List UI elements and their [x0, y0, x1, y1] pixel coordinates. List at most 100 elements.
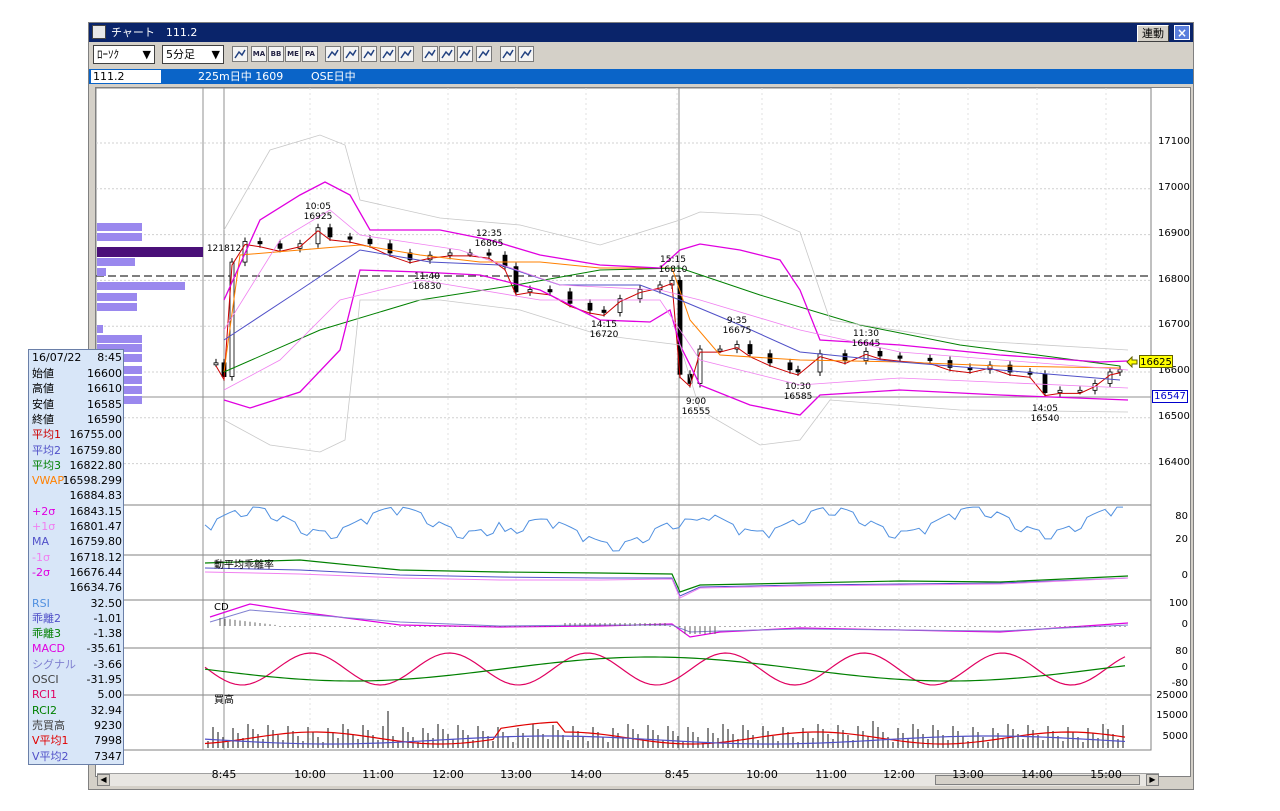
volume-title: 買高: [214, 695, 234, 706]
data-row: 乖離2 -1.01: [32, 611, 122, 627]
vavg1-line: [204, 721, 1126, 745]
spectrum-icon[interactable]: [518, 46, 534, 62]
table-icon[interactable]: [398, 46, 414, 62]
data-row: +1σ 16801.47: [32, 519, 122, 535]
bb-lower1: [223, 279, 1129, 391]
time-axis-label: 15:00: [1090, 768, 1122, 781]
volume-profile-bar: [97, 335, 142, 343]
price-axis-label: 16800: [1158, 274, 1190, 285]
ma1-line: [215, 230, 1121, 397]
callout-time: 9:35: [726, 316, 748, 326]
candle: [747, 344, 753, 355]
candle: [1107, 371, 1113, 384]
candle: [637, 289, 643, 300]
chart-window-icon[interactable]: [232, 46, 248, 62]
data-row: 16634.76: [32, 580, 123, 596]
pen-icon[interactable]: [439, 46, 455, 62]
symbol-field[interactable]: 111.2: [91, 70, 161, 83]
data-key: -2σ: [32, 565, 50, 579]
price-axis-label: 16600: [1158, 365, 1190, 376]
callout-time: 11:40: [414, 272, 440, 282]
kairi3-line: [204, 559, 1129, 593]
data-row: 乖離3 -1.38: [32, 626, 122, 642]
volume-profile-bar: [97, 258, 135, 266]
settings-icon[interactable]: [500, 46, 516, 62]
ma-icon[interactable]: MA: [251, 46, 267, 62]
data-key: OSCI: [32, 673, 59, 686]
callout-price: 16540: [1030, 414, 1060, 424]
interval-value: 5分足: [166, 48, 195, 61]
sub-axis-label: 80: [1175, 646, 1188, 657]
data-value: 32.94: [90, 703, 123, 717]
data-row: RCI1 5.00: [32, 687, 122, 703]
data-key: RSI: [32, 596, 50, 610]
line-tool-icon[interactable]: [325, 46, 341, 62]
data-value: 16843.15: [69, 504, 123, 518]
callout-time: 12:35: [476, 229, 502, 239]
current-price-tag: 16625: [1139, 355, 1173, 368]
pointer-icon[interactable]: [457, 46, 473, 62]
candle: [387, 243, 393, 254]
scroll-thumb[interactable]: [935, 775, 1140, 785]
data-row: MA 16759.80: [32, 534, 122, 550]
candle: [587, 302, 593, 311]
zoom-icon[interactable]: [380, 46, 396, 62]
data-key: 乖離3: [32, 627, 61, 641]
chevron-down-icon: ▼: [211, 48, 220, 61]
candle-tool-icon[interactable]: [343, 46, 359, 62]
data-value: -35.61: [86, 642, 122, 656]
scroll-left-icon[interactable]: ◀: [97, 774, 110, 786]
sub-axis-label: 20: [1175, 534, 1188, 545]
price-axis-label: 16900: [1158, 228, 1190, 239]
kairi-title: 動平均乖離率: [214, 560, 274, 571]
contract-label: 225m日中 1609: [198, 70, 284, 83]
data-value: 16676.44: [69, 565, 123, 579]
close-icon[interactable]: ×: [1174, 25, 1190, 40]
pa-icon[interactable]: PA: [302, 46, 318, 62]
candle: [1117, 369, 1123, 373]
time-axis-label: 13:00: [952, 768, 984, 781]
time-axis-label: 14:00: [570, 768, 602, 781]
link-button[interactable]: 連動: [1137, 25, 1169, 42]
horizontal-scrollbar[interactable]: ◀ ▶: [97, 773, 1159, 786]
callout-price: 16675: [722, 326, 752, 336]
title-bar[interactable]: チャート 111.2 連動 ×: [89, 23, 1193, 42]
bb-lower2: [223, 269, 1129, 416]
me-icon[interactable]: ME: [285, 46, 301, 62]
time-axis-label: 10:00: [746, 768, 778, 781]
data-value: -1.01: [93, 611, 122, 625]
sub-axis-label: 0: [1181, 662, 1188, 673]
time-axis-label: 14:00: [1021, 768, 1053, 781]
candle: [367, 238, 373, 245]
chart-type-select[interactable]: ﾛｰｿｸ ▼: [93, 45, 155, 64]
sub-axis-label: -80: [1171, 678, 1188, 689]
candle: [513, 266, 519, 293]
time-axis-label: 8:45: [664, 768, 690, 781]
candle: [297, 243, 303, 249]
candle: [327, 227, 333, 238]
bb-upper3: [223, 134, 1129, 351]
bb-icon[interactable]: BB: [268, 46, 284, 62]
chart-area[interactable]: [95, 87, 1191, 777]
candle: [213, 362, 219, 366]
data-row: V平均2 7347: [32, 749, 122, 765]
data-key: V平均1: [32, 734, 69, 748]
data-key: 平均1: [32, 428, 61, 442]
candle: [447, 252, 453, 256]
data-value: 16600: [87, 367, 122, 380]
volume-profile-bar: [97, 233, 142, 241]
info-bar: 111.2 225m日中 1609 OSE日中: [89, 69, 1193, 84]
candle: [527, 289, 533, 293]
fork-tool-icon[interactable]: [361, 46, 377, 62]
data-key: 高値: [32, 382, 54, 396]
data-key: 平均3: [32, 458, 61, 472]
interval-select[interactable]: 5分足 ▼: [162, 45, 224, 64]
eraser-icon[interactable]: [476, 46, 492, 62]
chart-type-value: ﾛｰｿｸ: [97, 48, 119, 61]
cursor-icon[interactable]: [422, 46, 438, 62]
scroll-right-icon[interactable]: ▶: [1146, 774, 1159, 786]
data-value: 7347: [94, 749, 122, 763]
data-key: 終値: [32, 412, 54, 426]
callout-time: 9:00: [685, 397, 707, 407]
